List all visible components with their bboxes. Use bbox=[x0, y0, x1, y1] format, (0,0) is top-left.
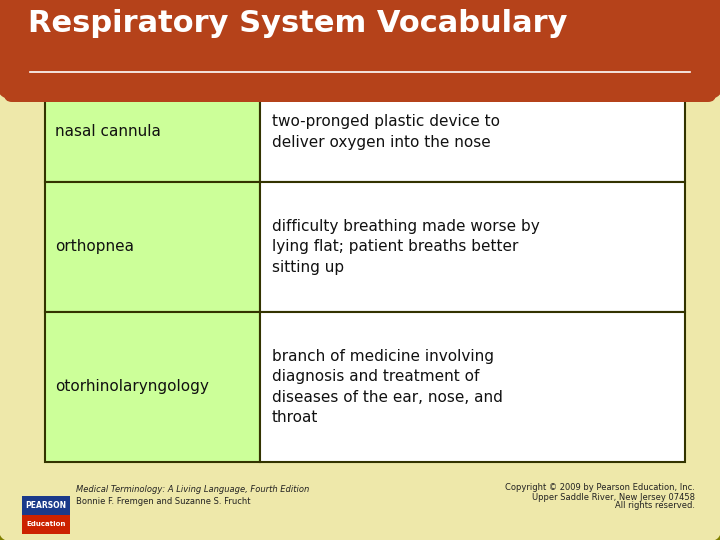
Bar bbox=[45, 82, 260, 182]
Text: Bonnie F. Fremgen and Suzanne S. Frucht: Bonnie F. Fremgen and Suzanne S. Frucht bbox=[76, 497, 251, 507]
Bar bbox=[22, 496, 70, 515]
Bar bbox=[260, 82, 685, 182]
Bar bbox=[22, 515, 70, 534]
FancyBboxPatch shape bbox=[0, 0, 720, 99]
Text: otorhinolaryngology: otorhinolaryngology bbox=[55, 380, 209, 395]
Bar bbox=[45, 182, 260, 312]
FancyBboxPatch shape bbox=[4, 0, 716, 102]
Text: Medical Terminology: A Living Language, Fourth Edition: Medical Terminology: A Living Language, … bbox=[76, 485, 310, 495]
Text: Respiratory System Vocabulary: Respiratory System Vocabulary bbox=[28, 10, 567, 38]
Text: Copyright © 2009 by Pearson Education, Inc.: Copyright © 2009 by Pearson Education, I… bbox=[505, 483, 695, 492]
Text: nasal cannula: nasal cannula bbox=[55, 125, 161, 139]
Text: Upper Saddle River, New Jersey 07458: Upper Saddle River, New Jersey 07458 bbox=[532, 492, 695, 502]
Text: difficulty breathing made worse by
lying flat; patient breaths better
sitting up: difficulty breathing made worse by lying… bbox=[272, 219, 540, 275]
Bar bbox=[12, 0, 708, 74]
Text: Education: Education bbox=[27, 522, 66, 528]
Text: branch of medicine involving
diagnosis and treatment of
diseases of the ear, nos: branch of medicine involving diagnosis a… bbox=[272, 349, 503, 425]
Bar bbox=[260, 312, 685, 462]
Text: All rights reserved.: All rights reserved. bbox=[615, 502, 695, 510]
Text: orthopnea: orthopnea bbox=[55, 240, 134, 254]
Bar bbox=[260, 182, 685, 312]
Bar bbox=[45, 312, 260, 462]
Text: two-pronged plastic device to
deliver oxygen into the nose: two-pronged plastic device to deliver ox… bbox=[272, 114, 500, 150]
Text: PEARSON: PEARSON bbox=[25, 501, 66, 510]
